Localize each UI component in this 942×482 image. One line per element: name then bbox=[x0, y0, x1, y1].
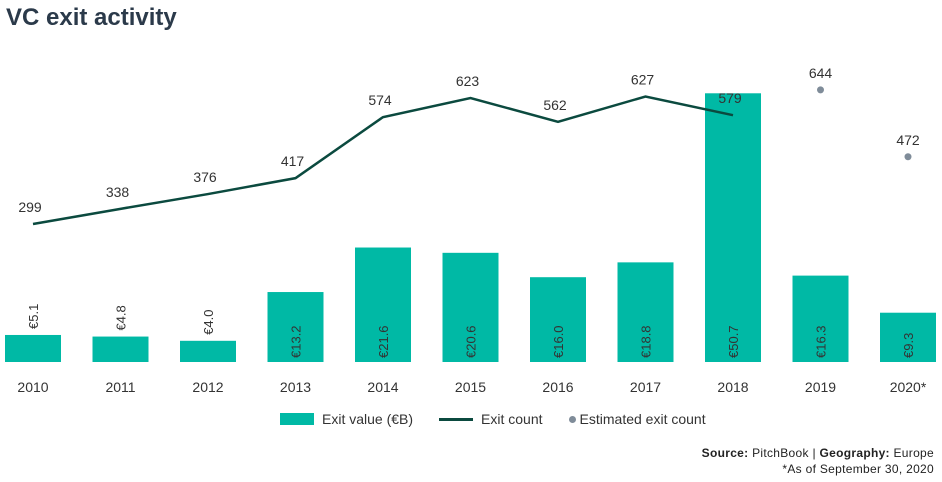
legend-label-exit-value: Exit value (€B) bbox=[322, 411, 414, 427]
bar-value-label: €16.3 bbox=[814, 325, 829, 358]
bar-value-label: €50.7 bbox=[726, 325, 741, 358]
bar-value-label: €18.8 bbox=[639, 325, 654, 358]
chart-canvas: €5.1 2010 €4.8 2011 €4.0 2012 €13.2 2013 €21.6 20… bbox=[5, 65, 936, 395]
geography-key: Geography: bbox=[819, 446, 890, 460]
exit-count-label: 376 bbox=[193, 169, 217, 185]
bar-value-label: €13.2 bbox=[289, 325, 304, 358]
bar-2016 bbox=[530, 277, 586, 362]
bar-value-label: €21.6 bbox=[376, 325, 391, 358]
legend: Exit value (€B) Exit count Estimated exi… bbox=[280, 411, 732, 427]
bar-2013 bbox=[267, 292, 324, 362]
legend-label-estimated: Estimated exit count bbox=[579, 411, 706, 427]
exit-count-label: 627 bbox=[631, 72, 655, 88]
legend-bar-swatch bbox=[280, 413, 314, 425]
bar-value-label: €4.8 bbox=[114, 305, 129, 330]
exit-count-label: 299 bbox=[18, 199, 42, 215]
estimated-exit-dot bbox=[817, 86, 824, 94]
x-tick-label: 2010 bbox=[17, 379, 48, 395]
bar-2010 bbox=[5, 334, 61, 362]
source-separator: | bbox=[812, 446, 816, 460]
bar-2012 bbox=[180, 340, 236, 362]
legend-item-estimated: Estimated exit count bbox=[568, 411, 706, 427]
x-tick-label: 2018 bbox=[717, 379, 748, 395]
x-tick-label: 2012 bbox=[192, 379, 223, 395]
exit-count-label: 623 bbox=[456, 73, 480, 89]
x-tick-label: 2017 bbox=[630, 379, 661, 395]
exit-count-label: 579 bbox=[718, 90, 742, 106]
x-tick-label: 2015 bbox=[455, 379, 486, 395]
bar-value-label: €5.1 bbox=[26, 304, 41, 329]
x-tick-label: 2016 bbox=[542, 379, 573, 395]
legend-line-swatch bbox=[439, 417, 474, 421]
source-line: Source: PitchBook | Geography: Europe bbox=[702, 446, 934, 460]
x-tick-label: 2011 bbox=[105, 379, 135, 395]
estimated-exit-label: 472 bbox=[896, 132, 920, 148]
bar-value-label: €4.0 bbox=[201, 309, 216, 334]
exit-count-label: 338 bbox=[106, 184, 130, 200]
estimated-exit-dot bbox=[904, 153, 912, 161]
exit-count-label: 562 bbox=[543, 97, 567, 113]
source-key: Source: bbox=[701, 446, 749, 460]
legend-item-exit-count: Exit count bbox=[439, 411, 543, 427]
footnote: *As of September 30, 2020 bbox=[782, 462, 934, 476]
x-tick-label: 2013 bbox=[280, 379, 311, 395]
x-tick-label: 2020* bbox=[890, 379, 927, 395]
exit-count-line bbox=[32, 95, 734, 226]
legend-item-exit-value: Exit value (€B) bbox=[280, 411, 413, 427]
bar-2011 bbox=[92, 336, 149, 362]
bar-2020 bbox=[880, 312, 936, 362]
x-tick-label: 2019 bbox=[805, 379, 836, 395]
bar-value-label: €20.6 bbox=[464, 325, 479, 358]
exit-count-label: 574 bbox=[368, 92, 392, 108]
x-tick-label: 2014 bbox=[367, 379, 398, 395]
bar-2017 bbox=[617, 262, 674, 362]
bar-2014 bbox=[355, 247, 411, 362]
legend-dot-swatch bbox=[568, 415, 576, 423]
bar-value-label: €9.3 bbox=[901, 333, 916, 358]
bar-2018 bbox=[705, 93, 761, 362]
legend-label-exit-count: Exit count bbox=[481, 411, 543, 427]
exit-count-label: 417 bbox=[281, 153, 305, 169]
bar-2015 bbox=[442, 252, 499, 362]
chart-title: VC exit activity bbox=[6, 4, 177, 31]
source-value: PitchBook bbox=[752, 446, 809, 460]
bar-value-label: €16.0 bbox=[551, 325, 566, 358]
estimated-exit-label: 644 bbox=[809, 65, 833, 81]
bar-2019 bbox=[792, 275, 849, 362]
geography-value: Europe bbox=[893, 446, 934, 460]
